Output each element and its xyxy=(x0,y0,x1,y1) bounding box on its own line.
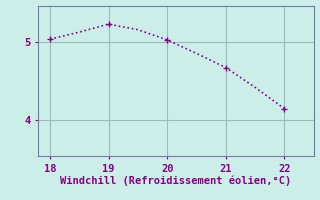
X-axis label: Windchill (Refroidissement éolien,°C): Windchill (Refroidissement éolien,°C) xyxy=(60,175,292,186)
